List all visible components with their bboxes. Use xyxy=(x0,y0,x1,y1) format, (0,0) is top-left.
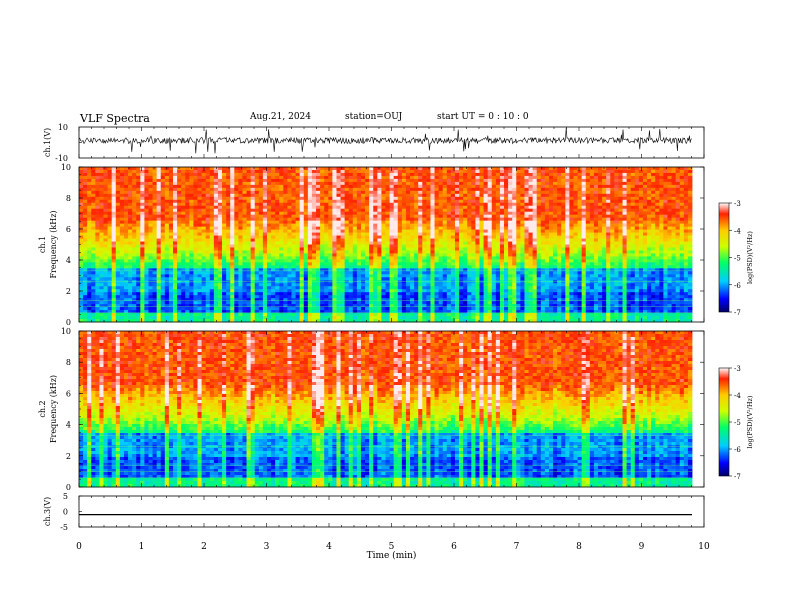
ch3-ytick-label: 5 xyxy=(63,492,68,501)
ch2-spectrogram-ytick-label: 0 xyxy=(66,483,71,492)
time-tick-label: 3 xyxy=(264,542,270,552)
ch1-ytick-label: 10 xyxy=(58,123,68,132)
time-tick-label: 0 xyxy=(76,542,82,552)
start-time-label: start UT = 0 : 10 : 0 xyxy=(437,112,529,122)
ch1-colorbar-bar xyxy=(718,202,730,313)
ch1-colorbar-tick-label: -3 xyxy=(734,200,741,208)
ch3-waveform-panel: 5 0 -5 ch.3(V) xyxy=(43,492,705,532)
ch2-spectrogram-cells xyxy=(79,331,693,488)
ch1-spectrogram-cells xyxy=(79,167,693,323)
ch1-colorbar-tick-label: -4 xyxy=(734,227,741,235)
time-tick-label: 8 xyxy=(576,542,582,552)
ch1-waveform-line xyxy=(79,127,692,154)
ch2-spectrogram-panel: 0 2 4 6 8 10 ch.2 Frequency (kHz) xyxy=(38,327,705,492)
ch3-ylabel: ch.3(V) xyxy=(43,497,52,526)
ch2-spectrogram-ytick-label: 2 xyxy=(66,452,71,461)
ch1-colorbar-tick-label: -7 xyxy=(734,309,741,317)
ch2-spectrogram-ytick-label: 8 xyxy=(66,358,71,367)
time-tick-label: 4 xyxy=(326,542,332,552)
ch3-ytick-label: -5 xyxy=(60,523,68,532)
ch2-colorbar-label: log(PSD)(V²/Hz) xyxy=(746,395,754,448)
ch1-spectrogram-panel: 0 2 4 6 8 10 ch.1 Frequency (kHz) xyxy=(38,163,705,327)
ch1-colorbar-tick-label: -5 xyxy=(734,255,741,263)
time-tick-label: 1 xyxy=(139,542,145,552)
ch2-colorbar-tick-label: -5 xyxy=(734,419,741,427)
ch1-spectrogram-ylabel-channel: ch.1 xyxy=(38,236,47,253)
ch2-spectrogram-ytick-label: 6 xyxy=(66,389,71,398)
time-tick-label: 2 xyxy=(201,542,207,552)
ch1-colorbar-label: log(PSD)(V²/Hz) xyxy=(746,231,754,284)
ch3-ytick-label: 0 xyxy=(63,508,68,517)
ch3-waveform-frame xyxy=(78,495,705,528)
ch2-colorbar-tick-label: -6 xyxy=(734,446,741,454)
ch2-spectrogram-ylabel-channel: ch.2 xyxy=(38,400,47,417)
ch1-spectrogram-ytick-label: 10 xyxy=(61,163,71,172)
station-label: station=OUJ xyxy=(345,112,403,122)
ch1-spectrogram-ytick-label: 2 xyxy=(66,287,71,296)
date-label: Aug.21, 2024 xyxy=(250,112,311,122)
ch2-colorbar-tick-label: -4 xyxy=(734,392,741,400)
colorbars: -3 -4 -5 -6 -7 log(PSD)(V²/Hz) -3 -4 -5 -6 -7 log(P… xyxy=(718,200,754,481)
ch1-ytick-label: -10 xyxy=(55,154,68,163)
time-axis: 0 1 2 3 4 5 6 7 8 9 10 Time (min) xyxy=(76,542,710,561)
time-tick-label: 5 xyxy=(389,542,395,552)
ch1-spectrogram-ytick-label: 4 xyxy=(66,256,71,265)
ch1-spectrogram-ytick-label: 6 xyxy=(66,225,71,234)
ch2-colorbar-tick-label: -3 xyxy=(734,365,741,373)
ch1-spectrogram-ylabel-frequency: Frequency (kHz) xyxy=(49,210,58,278)
ch2-spectrogram-ytick-label: 10 xyxy=(61,327,71,336)
time-tick-label: 6 xyxy=(451,542,457,552)
time-tick-label: 7 xyxy=(514,542,520,552)
ch1-spectrogram-ytick-label: 8 xyxy=(66,194,71,203)
ch2-colorbar-bar xyxy=(718,367,730,477)
chart-title: VLF Spectra xyxy=(80,112,150,125)
ch1-ylabel: ch.1(V) xyxy=(43,128,52,157)
ch1-spectrogram-ytick-label: 0 xyxy=(66,318,71,327)
time-tick-label: 9 xyxy=(639,542,645,552)
time-tick-label: 10 xyxy=(698,542,710,552)
ch1-colorbar-tick-label: -6 xyxy=(734,282,741,290)
ch2-spectrogram-ytick-label: 4 xyxy=(66,421,71,430)
ch2-colorbar-tick-label: -7 xyxy=(734,473,741,481)
ch2-spectrogram-ylabel-frequency: Frequency (kHz) xyxy=(49,375,58,443)
time-axis-label: Time (min) xyxy=(367,550,417,561)
